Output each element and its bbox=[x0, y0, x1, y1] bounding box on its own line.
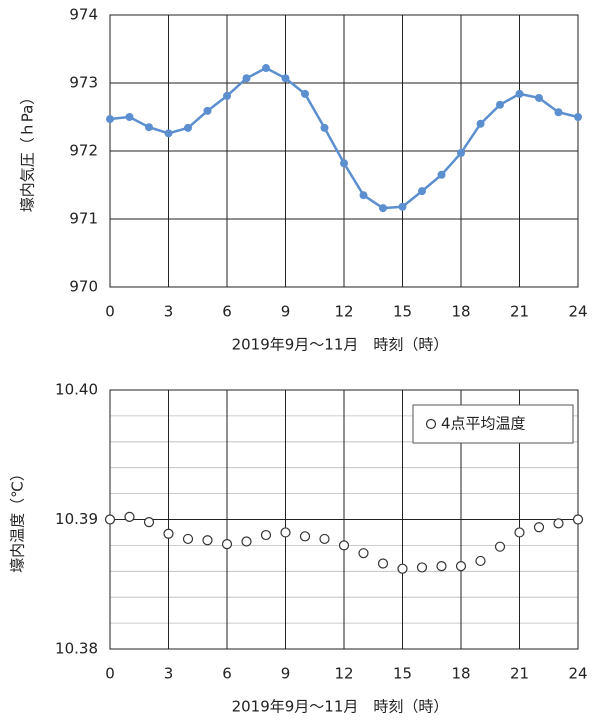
legend-marker bbox=[425, 418, 437, 430]
y-tick-label: 972 bbox=[69, 142, 98, 160]
x-tick-label: 0 bbox=[105, 665, 115, 683]
point bbox=[496, 100, 504, 109]
x-tick-label: 6 bbox=[222, 665, 232, 683]
point bbox=[358, 548, 369, 559]
point bbox=[280, 527, 291, 538]
x-tick-label: 9 bbox=[281, 303, 291, 321]
point bbox=[416, 562, 428, 573]
point bbox=[203, 106, 212, 115]
point bbox=[535, 93, 543, 102]
y-tick-label: 973 bbox=[69, 74, 98, 92]
x-tick-label: 24 bbox=[568, 665, 587, 683]
x-tick-label: 18 bbox=[451, 303, 470, 321]
point bbox=[223, 91, 231, 100]
x-tick-label: 12 bbox=[334, 665, 353, 683]
point bbox=[182, 533, 194, 545]
point bbox=[494, 541, 506, 552]
point bbox=[397, 563, 408, 574]
x-tick-label: 3 bbox=[164, 665, 174, 683]
x-axis-label: 2019年9月～11月 時刻（時） bbox=[232, 698, 449, 716]
point bbox=[163, 528, 174, 539]
point bbox=[437, 170, 446, 179]
x-tick-label: 9 bbox=[281, 665, 291, 683]
point bbox=[164, 129, 173, 138]
point bbox=[398, 202, 407, 211]
legend-label: 4点平均温度 bbox=[441, 415, 526, 433]
point bbox=[262, 64, 270, 73]
plot-frame bbox=[109, 14, 579, 288]
point bbox=[242, 74, 251, 83]
point bbox=[436, 561, 447, 572]
x-tick-label: 21 bbox=[510, 303, 529, 321]
x-tick-label: 15 bbox=[393, 665, 412, 683]
point bbox=[301, 89, 309, 98]
point bbox=[202, 535, 213, 546]
point bbox=[125, 113, 134, 121]
point bbox=[143, 516, 155, 528]
point bbox=[221, 539, 233, 550]
point bbox=[455, 561, 467, 572]
point bbox=[553, 518, 564, 529]
x-tick-label: 15 bbox=[393, 303, 412, 321]
point bbox=[533, 522, 545, 533]
point bbox=[379, 204, 387, 213]
point bbox=[457, 149, 465, 158]
x-tick-label: 21 bbox=[510, 665, 529, 683]
point bbox=[104, 514, 116, 525]
point bbox=[338, 540, 350, 551]
y-tick-label: 10.38 bbox=[55, 640, 98, 658]
point bbox=[124, 511, 135, 523]
point bbox=[241, 536, 252, 547]
point bbox=[319, 533, 330, 545]
x-tick-label: 18 bbox=[451, 665, 470, 683]
point bbox=[574, 113, 582, 121]
point bbox=[515, 89, 524, 98]
x-tick-label: 24 bbox=[568, 303, 587, 321]
point bbox=[476, 119, 485, 128]
point bbox=[260, 529, 272, 541]
point bbox=[377, 558, 389, 569]
point bbox=[320, 123, 329, 132]
x-tick-label: 6 bbox=[222, 303, 232, 321]
point bbox=[145, 123, 153, 132]
y-axis-label: 壕内気圧（ｈPa） bbox=[19, 90, 37, 213]
point bbox=[299, 531, 311, 542]
y-axis-label: 壕内温度（℃） bbox=[9, 466, 27, 573]
legend-box bbox=[412, 404, 574, 444]
y-tick-label: 974 bbox=[69, 6, 98, 24]
y-tick-label: 10.39 bbox=[55, 510, 98, 528]
point bbox=[475, 555, 486, 567]
point bbox=[184, 123, 192, 132]
point bbox=[359, 191, 368, 200]
y-tick-label: 971 bbox=[69, 210, 98, 228]
x-tick-label: 12 bbox=[334, 303, 353, 321]
x-tick-label: 3 bbox=[164, 303, 174, 321]
point bbox=[106, 115, 114, 124]
point bbox=[554, 108, 563, 117]
point bbox=[514, 527, 525, 538]
point bbox=[572, 514, 584, 525]
point bbox=[281, 74, 290, 83]
x-axis-label: 2019年9月～11月 時刻（時） bbox=[232, 336, 449, 354]
y-tick-label: 970 bbox=[69, 278, 98, 296]
x-tick-label: 0 bbox=[105, 303, 115, 321]
y-tick-label: 10.40 bbox=[55, 381, 98, 399]
point bbox=[340, 159, 348, 168]
point bbox=[418, 187, 426, 196]
